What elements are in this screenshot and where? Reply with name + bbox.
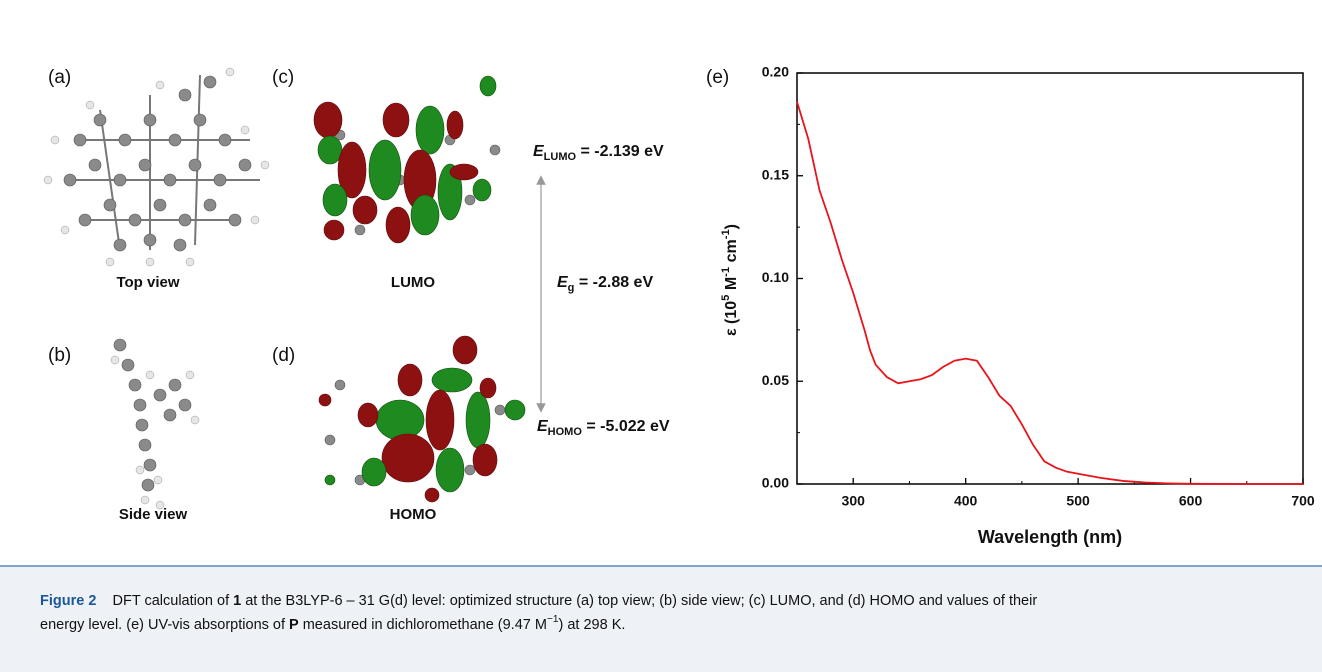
molecule-top-view xyxy=(43,67,270,267)
y-tick-label: 0.15 xyxy=(762,166,789,182)
x-tick-label: 600 xyxy=(1179,493,1203,509)
energy-subscript: g xyxy=(568,282,575,294)
y-axis-label: ε (105 M-1 cm-1) xyxy=(720,224,740,336)
panel-label: (e) xyxy=(706,67,729,88)
y-tick-label: 0.10 xyxy=(762,269,789,285)
energy-symbol: E xyxy=(537,418,549,435)
caption-background xyxy=(0,566,1322,672)
energy-symbol: E xyxy=(533,143,545,160)
superscript: 5 xyxy=(720,295,732,301)
panel-label: (d) xyxy=(272,345,295,366)
text-segment: Figure 2 xyxy=(40,593,96,609)
energy-homo: EHOMO = -5.022 eV xyxy=(537,418,670,438)
energy-value: = -5.022 eV xyxy=(582,418,670,435)
superscript: -1 xyxy=(720,229,732,239)
caption-line: Figure 2 DFT calculation of 1 at the B3L… xyxy=(40,593,1037,609)
superscript: −1 xyxy=(547,614,559,625)
text-segment: cm xyxy=(723,239,740,267)
energy-subscript: LUMO xyxy=(544,151,577,163)
x-tick-label: 300 xyxy=(842,493,866,509)
structure-caption: Side view xyxy=(119,506,188,523)
energy-value: = -2.139 eV xyxy=(576,143,664,160)
caption-line: energy level. (e) UV-vis absorptions of … xyxy=(40,614,625,633)
energy-subscript: HOMO xyxy=(548,426,583,438)
lumo-orbital xyxy=(313,75,501,244)
text-segment: at the B3LYP-6 – 31 G(d) level: optimize… xyxy=(241,593,1037,609)
y-tick-label: 0.20 xyxy=(762,64,789,80)
text-segment: ε (10 xyxy=(723,301,740,336)
homo-orbital xyxy=(318,335,526,503)
structure-caption: Top view xyxy=(116,274,179,291)
structure-caption: HOMO xyxy=(390,506,437,523)
text-segment: 1 xyxy=(233,593,241,609)
x-tick-label: 700 xyxy=(1291,493,1315,509)
text-segment: M xyxy=(723,277,740,295)
molecule-side-view xyxy=(110,338,200,510)
panel-label: (a) xyxy=(48,67,71,88)
y-tick-label: 0.05 xyxy=(762,372,789,388)
text-segment: DFT calculation of xyxy=(96,593,233,609)
x-axis-label: Wavelength (nm) xyxy=(978,527,1122,547)
text-segment: ) xyxy=(723,224,740,229)
y-tick-label: 0.00 xyxy=(762,475,789,491)
spectrum-line xyxy=(796,101,1303,485)
structure-caption: LUMO xyxy=(391,274,435,291)
panel-label: (b) xyxy=(48,345,71,366)
panel-label: (c) xyxy=(272,67,294,88)
text-segment: energy level. (e) UV-vis absorptions of xyxy=(40,617,289,633)
text-segment: measured in dichloromethane (9.47 M xyxy=(299,617,547,633)
x-tick-label: 500 xyxy=(1066,493,1090,509)
energy-lumo: ELUMO = -2.139 eV xyxy=(533,143,664,163)
energy-symbol: E xyxy=(557,274,569,291)
text-segment: ) at 298 K. xyxy=(559,617,626,633)
x-tick-label: 400 xyxy=(954,493,978,509)
energy-gap: Eg = -2.88 eV xyxy=(557,274,653,294)
text-segment: P xyxy=(289,617,299,633)
superscript: -1 xyxy=(720,267,732,277)
energy-value: = -2.88 eV xyxy=(574,274,653,291)
